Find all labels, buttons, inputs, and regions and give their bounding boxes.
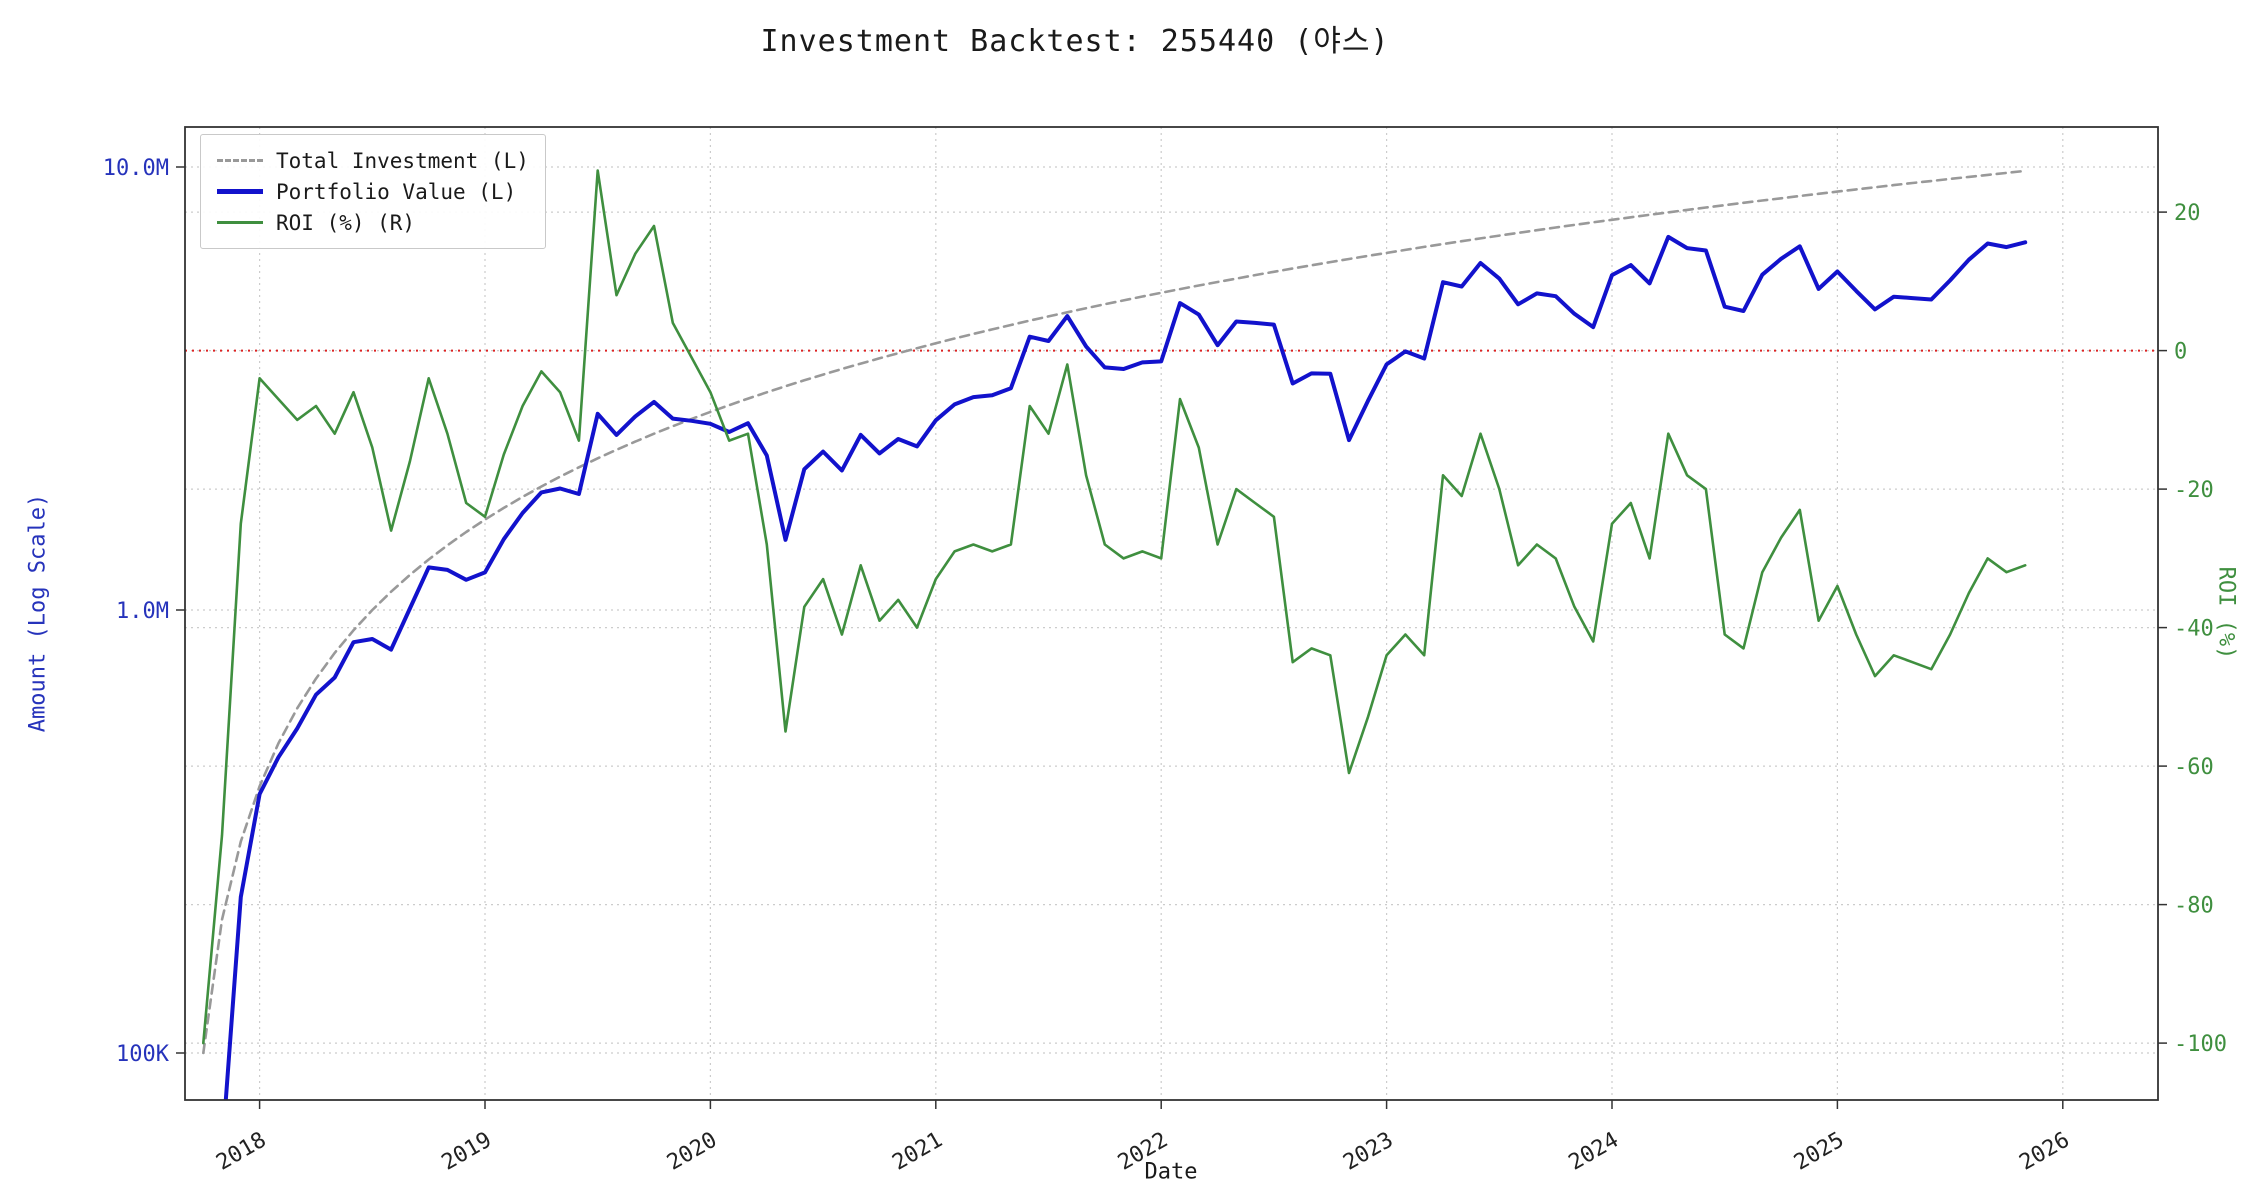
svg-text:-20: -20: [2174, 478, 2214, 503]
chart-legend: Total Investment (L) Portfolio Value (L)…: [200, 134, 546, 249]
legend-item-portfolio-value: Portfolio Value (L): [217, 176, 529, 207]
solid-blue-line-swatch: [217, 189, 263, 194]
left-axis-title: Amount (Log Scale): [25, 493, 51, 733]
svg-text:20: 20: [2174, 201, 2201, 226]
legend-label-total-investment: Total Investment (L): [276, 148, 529, 173]
x-axis-title: Date: [1144, 1159, 1198, 1185]
svg-text:100K: 100K: [116, 1042, 170, 1067]
svg-text:-80: -80: [2174, 894, 2214, 919]
legend-label-roi: ROI (%) (R): [276, 210, 416, 235]
legend-label-portfolio-value: Portfolio Value (L): [276, 179, 517, 204]
svg-text:-100: -100: [2174, 1032, 2227, 1057]
chart-title: Investment Backtest: 255440 (야스): [760, 24, 1390, 59]
svg-text:-60: -60: [2174, 755, 2214, 780]
right-axis-title: ROI (%): [2213, 566, 2239, 660]
svg-text:0: 0: [2174, 340, 2187, 365]
legend-item-total-investment: Total Investment (L): [217, 145, 529, 176]
solid-green-line-swatch: [217, 221, 263, 224]
svg-text:1.0M: 1.0M: [116, 599, 169, 624]
dashed-line-swatch: [217, 159, 263, 162]
svg-text:10.0M: 10.0M: [103, 156, 169, 181]
legend-item-roi: ROI (%) (R): [217, 207, 529, 238]
svg-text:-40: -40: [2174, 617, 2214, 642]
